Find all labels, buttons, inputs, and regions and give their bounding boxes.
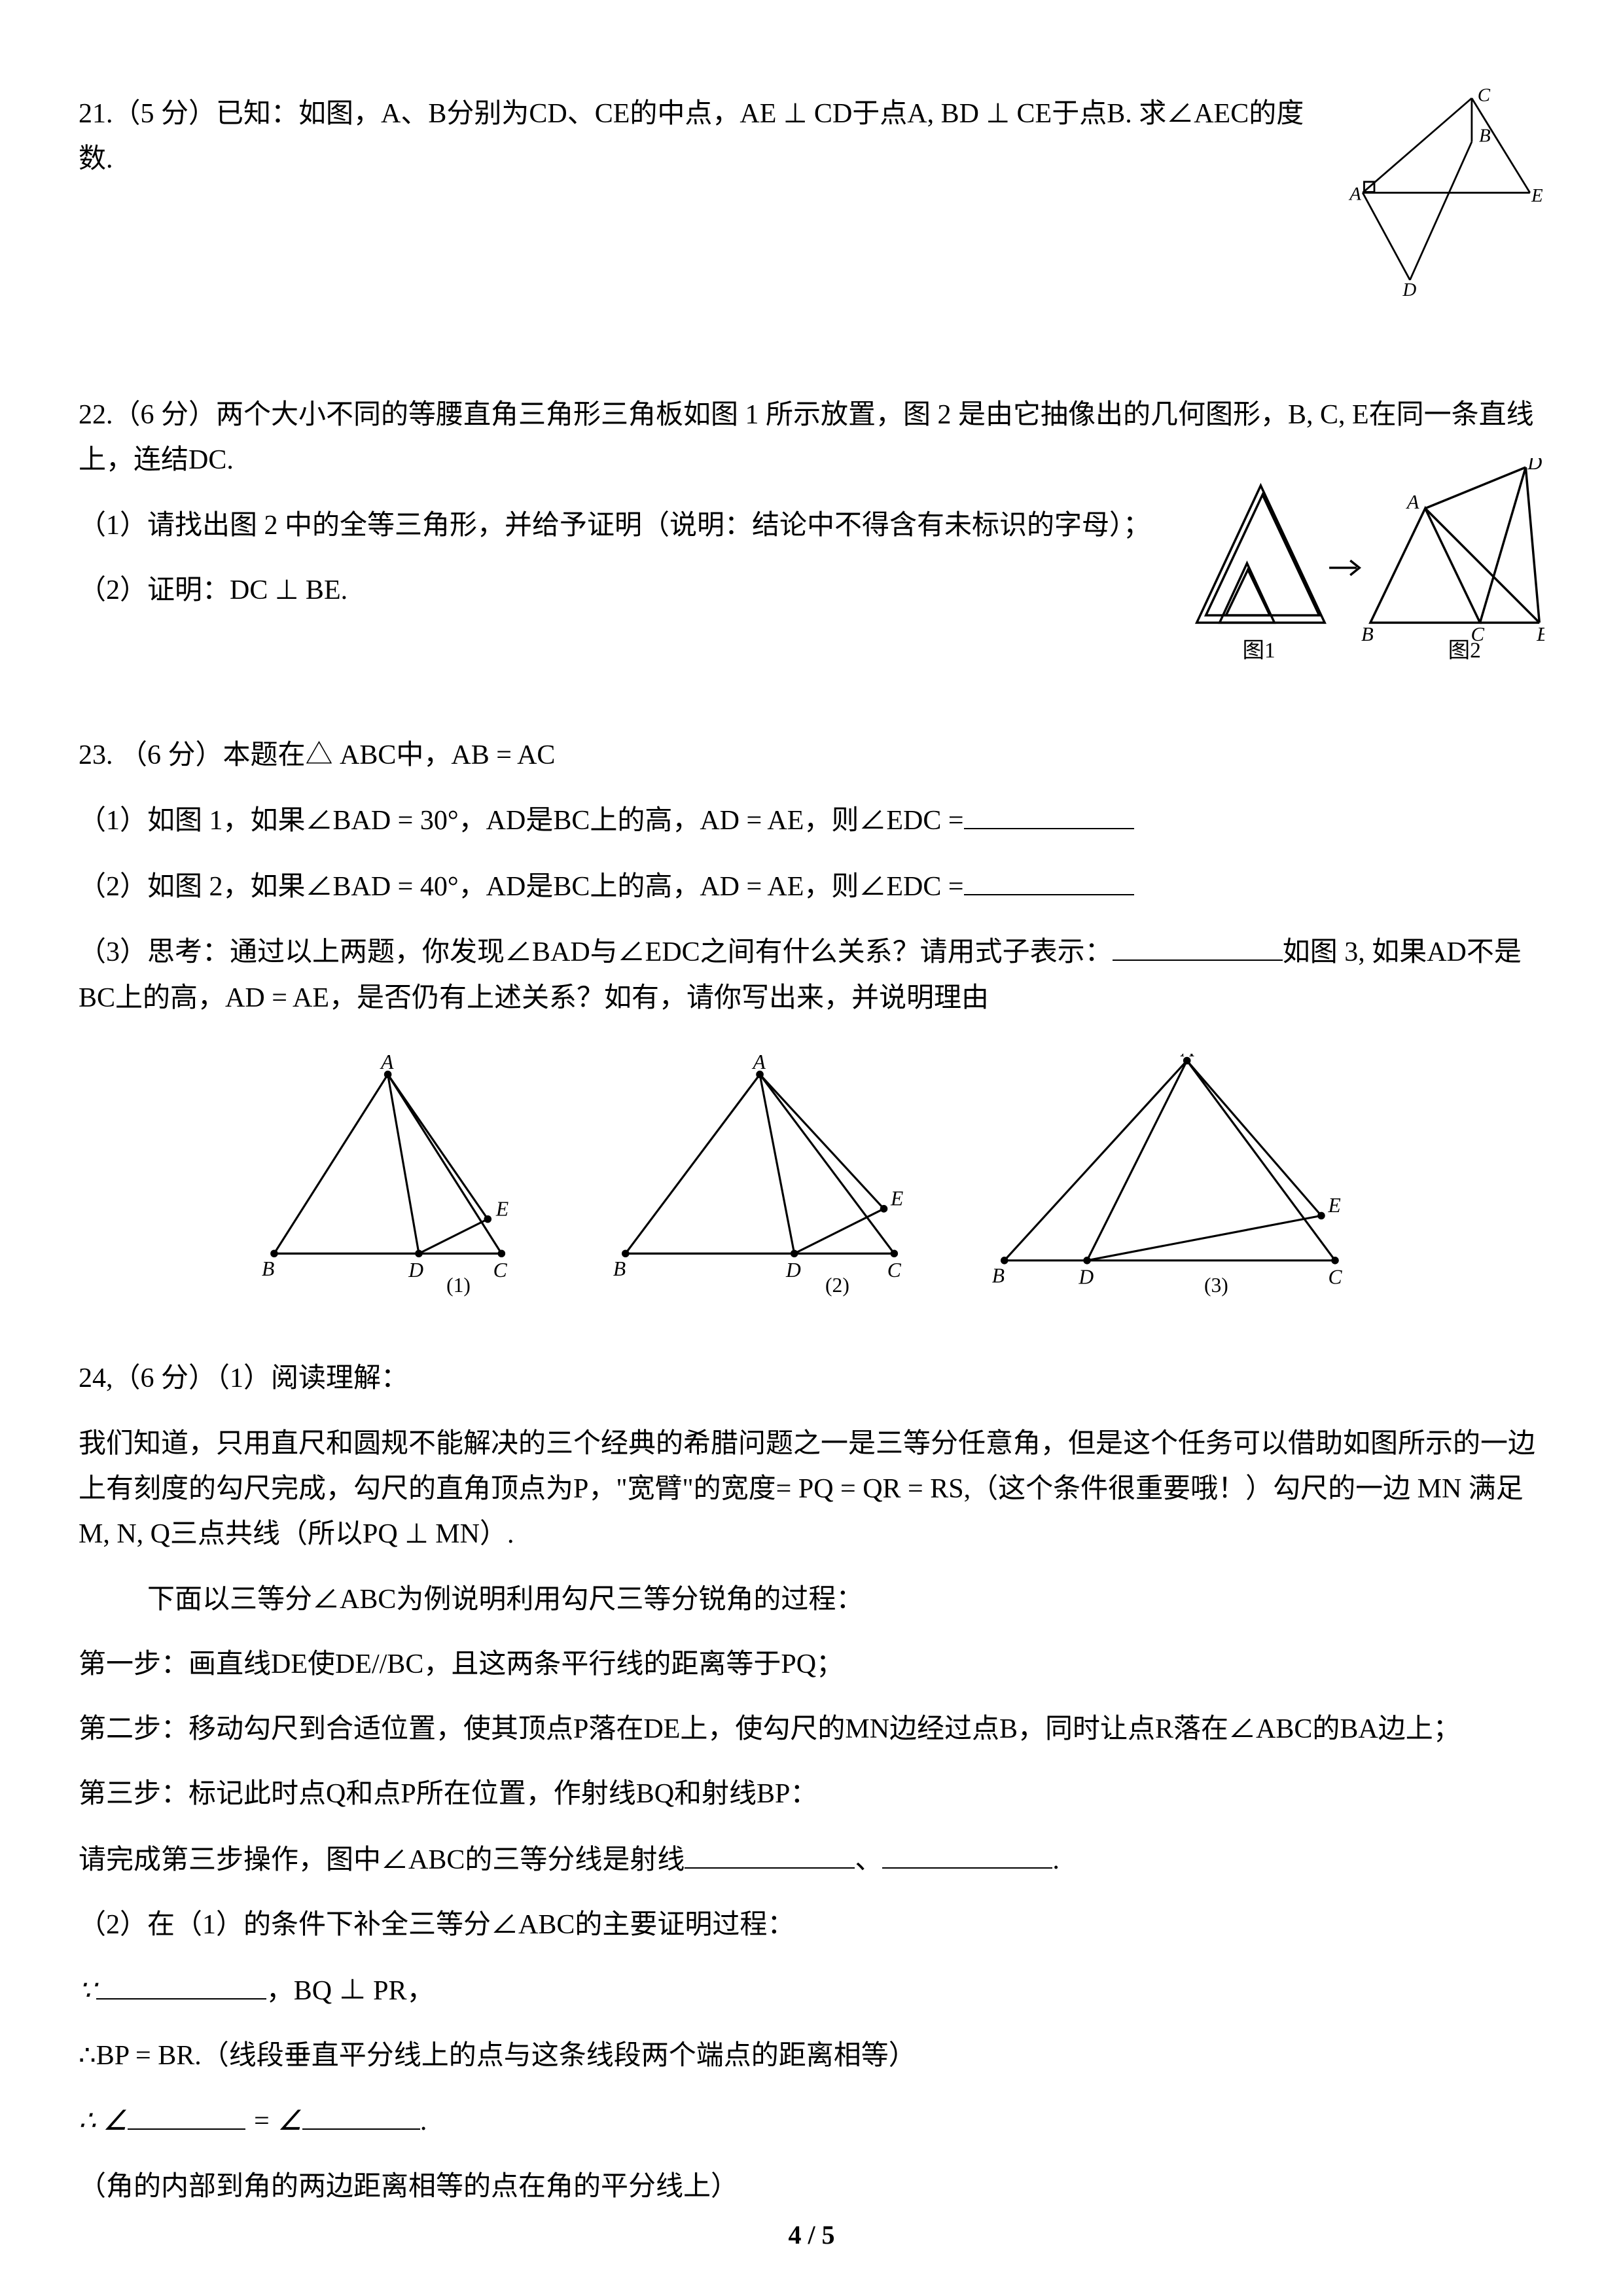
question-21: 21.（5 分）已知：如图，A、B分别为CD、CE的中点，AE ⊥ CD于点A,…: [79, 92, 1544, 367]
q24-therefore2: ∴ ∠ = ∠.: [79, 2098, 1544, 2144]
q23-part3: （3）思考：通过以上两题，你发现∠BAD与∠EDC之间有什么关系？请用式子表示：…: [79, 929, 1544, 1021]
svg-text:E: E: [495, 1197, 508, 1220]
svg-text:图2: 图2: [1448, 638, 1481, 662]
blank-23-3[interactable]: [1113, 929, 1283, 961]
q24-header: 24,（6 分）（1）阅读理解：: [79, 1356, 1544, 1401]
q21-text: 21.（5 分）已知：如图，A、B分别为CD、CE的中点，AE ⊥ CD于点A,…: [79, 92, 1309, 183]
q24-step3-ask: 请完成第三步操作，图中∠ABC的三等分线是射线 、.: [79, 1837, 1544, 1883]
blank-23-2[interactable]: [964, 864, 1134, 895]
q23-part3a-text: （3）思考：通过以上两题，你发现∠BAD与∠EDC之间有什么关系？请用式子表示：: [79, 937, 1113, 967]
svg-text:A: A: [1180, 1054, 1194, 1061]
question-22: 22.（6 分）两个大小不同的等腰直角三角形三角板如图 1 所示放置，图 2 是…: [79, 393, 1544, 707]
q23-part2-text: （2）如图 2，如果∠BAD = 40°，AD是BC上的高，AD = AE，则∠…: [79, 872, 964, 902]
therefore2a: ∴ ∠: [79, 2106, 128, 2136]
svg-text:图1: 图1: [1242, 638, 1275, 662]
svg-text:D: D: [408, 1259, 423, 1282]
q22-figure: 图1 A B C: [1178, 458, 1544, 715]
period2: .: [420, 2106, 427, 2136]
blank-24-ray2[interactable]: [882, 1837, 1052, 1869]
svg-text:E: E: [1327, 1194, 1340, 1217]
question-24: 24,（6 分）（1）阅读理解： 我们知道，只用直尺和圆规不能解决的三个经典的希…: [79, 1356, 1544, 2210]
svg-text:D: D: [1402, 279, 1416, 300]
blank-24-because[interactable]: [96, 1968, 266, 2000]
q24-part2-header: （2）在（1）的条件下补全三等分∠ABC的主要证明过程：: [79, 1903, 1544, 1948]
blank-23-1[interactable]: [964, 798, 1134, 829]
bq-perp-pr: ，BQ ⊥ PR，: [266, 1976, 435, 2006]
question-23: 23. （6 分）本题在△ ABC中，AB = AC （1）如图 1，如果∠BA…: [79, 733, 1544, 1330]
blank-24-angle1[interactable]: [128, 2098, 245, 2130]
q24-para1: 我们知道，只用直尺和圆规不能解决的三个经典的希腊问题之一是三等分任意角，但是这个…: [79, 1422, 1544, 1558]
q24-last: （角的内部到角的两边距离相等的点在角的平分线上）: [79, 2164, 1544, 2210]
svg-text:B: B: [992, 1265, 1005, 1287]
q24-step3-ask-text: 请完成第三步操作，图中∠ABC的三等分线是射线: [79, 1845, 685, 1875]
svg-text:D: D: [785, 1259, 801, 1282]
q24-step3: 第三步：标记此时点Q和点P所在位置，作射线BQ和射线BP：: [79, 1772, 1544, 1817]
svg-text:(3): (3): [1204, 1274, 1228, 1297]
q23-part1-text: （1）如图 1，如果∠BAD = 30°，AD是BC上的高，AD = AE，则∠…: [79, 806, 964, 836]
svg-text:B: B: [262, 1257, 274, 1280]
blank-24-ray1[interactable]: [685, 1837, 855, 1869]
q24-therefore1: ∴BP = BR.（线段垂直平分线上的点与这条线段两个端点的距离相等）: [79, 2034, 1544, 2079]
svg-text:A: A: [752, 1054, 766, 1073]
blank-24-angle2[interactable]: [302, 2098, 420, 2130]
q21-figure: C B A E D: [1348, 85, 1544, 322]
svg-text:D: D: [1078, 1266, 1094, 1289]
svg-text:B: B: [1479, 126, 1491, 147]
q23-part1: （1）如图 1，如果∠BAD = 30°，AD是BC上的高，AD = AE，则∠…: [79, 798, 1544, 844]
svg-text:(1): (1): [446, 1274, 471, 1297]
period1: .: [1052, 1845, 1060, 1875]
svg-text:A: A: [1406, 491, 1419, 513]
sep: 、: [855, 1845, 882, 1875]
q24-step2: 第二步：移动勾尺到合适位置，使其顶点P落在DE上，使勾尺的MN边经过点B，同时让…: [79, 1707, 1544, 1752]
svg-text:(2): (2): [825, 1274, 849, 1297]
svg-text:B: B: [613, 1257, 626, 1280]
because-symbol: ∵: [79, 1976, 96, 2006]
svg-text:B: B: [1361, 623, 1374, 645]
svg-text:E: E: [1536, 623, 1544, 645]
q23-part2: （2）如图 2，如果∠BAD = 40°，AD是BC上的高，AD = AE，则∠…: [79, 864, 1544, 910]
svg-text:C: C: [1328, 1266, 1342, 1289]
q24-because-line: ∵ ，BQ ⊥ PR，: [79, 1968, 1544, 2014]
q23-figures: A B C D E (1): [79, 1054, 1544, 1330]
svg-text:A: A: [1348, 184, 1361, 205]
q24-para2: 下面以三等分∠ABC为例说明利用勾尺三等分锐角的过程：: [79, 1577, 1544, 1623]
q23-intro: 23. （6 分）本题在△ ABC中，AB = AC: [79, 733, 1544, 778]
therefore2b: = ∠: [252, 2106, 302, 2136]
svg-text:C: C: [493, 1259, 508, 1282]
q22-part1: （1）请找出图 2 中的全等三角形，并给予证明（说明：结论中不得含有未标识的字母…: [79, 503, 1165, 548]
page-footer: 4 / 5: [0, 2219, 1623, 2250]
svg-text:E: E: [890, 1187, 903, 1210]
svg-text:A: A: [380, 1054, 394, 1073]
svg-text:C: C: [1478, 85, 1491, 105]
svg-text:C: C: [887, 1259, 902, 1282]
q24-step1: 第一步：画直线DE使DE//BC，且这两条平行线的距离等于PQ；: [79, 1642, 1544, 1687]
svg-text:D: D: [1527, 458, 1542, 474]
svg-text:E: E: [1531, 185, 1543, 206]
